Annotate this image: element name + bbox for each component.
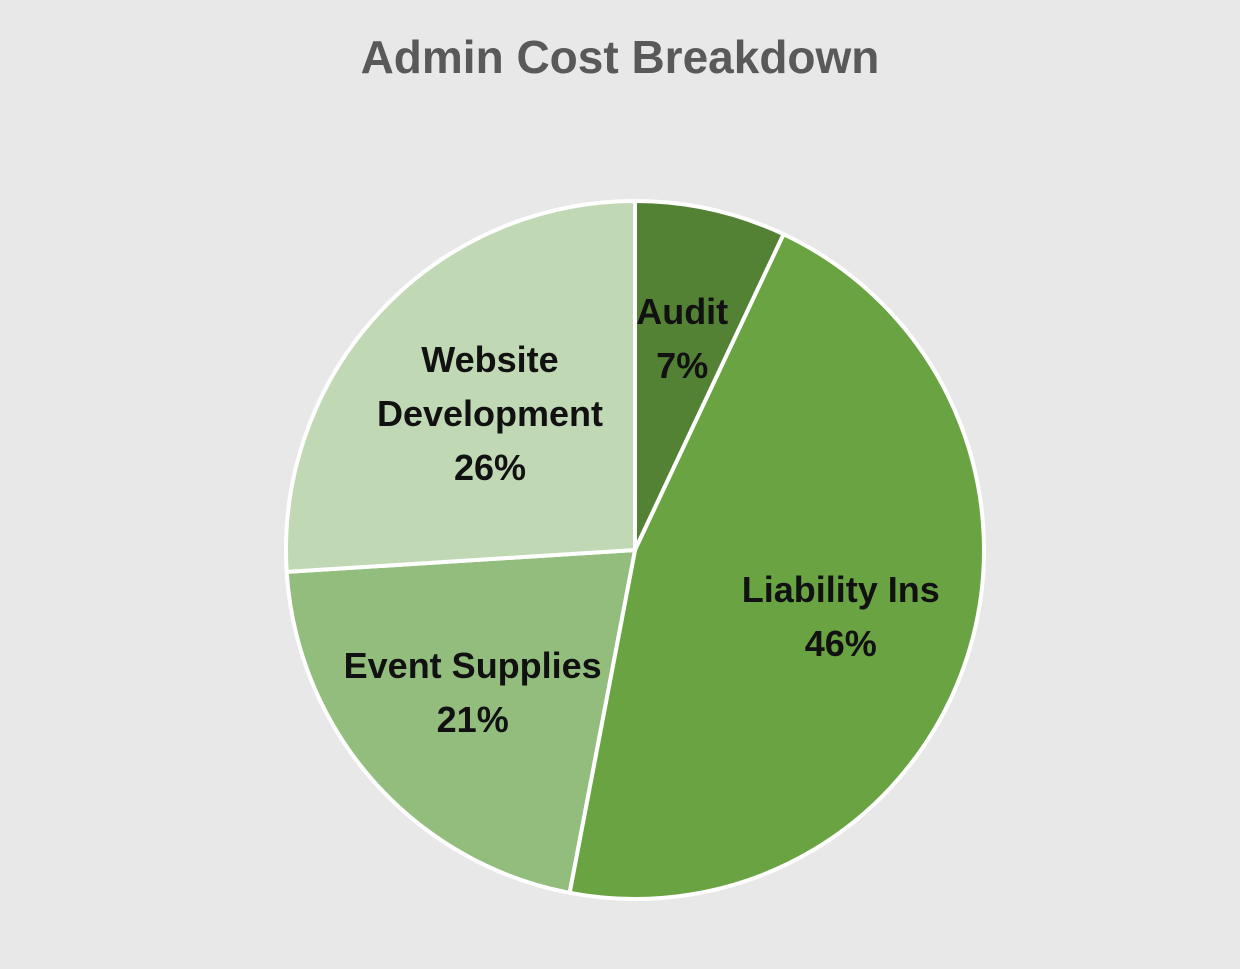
slice-category-label: Website bbox=[421, 339, 558, 380]
slice-value-label: 26% bbox=[454, 447, 526, 488]
pie-slice-website-development bbox=[284, 199, 637, 574]
slice-label-audit: Audit 7% bbox=[636, 291, 728, 386]
slice-label-website-development: Website Development 26% bbox=[377, 339, 603, 488]
slice-category-label: Liability Ins bbox=[742, 569, 940, 610]
chart-title: Admin Cost Breakdown bbox=[360, 31, 880, 83]
slice-category-label: Audit bbox=[636, 291, 728, 332]
slice-label-event-supplies: Event Supplies 21% bbox=[344, 645, 602, 740]
slice-category-label: Development bbox=[377, 393, 603, 434]
slice-label-liability-ins: Liability Ins 46% bbox=[742, 569, 940, 664]
pie-slice-liability-ins bbox=[567, 232, 986, 901]
slice-value-label: 21% bbox=[437, 699, 509, 740]
slice-category-label: Event Supplies bbox=[344, 645, 602, 686]
slice-value-label: 7% bbox=[656, 345, 708, 386]
slice-value-label: 46% bbox=[805, 623, 877, 664]
pie-slice-audit bbox=[633, 199, 786, 552]
pie-slice-event-supplies bbox=[284, 548, 637, 895]
